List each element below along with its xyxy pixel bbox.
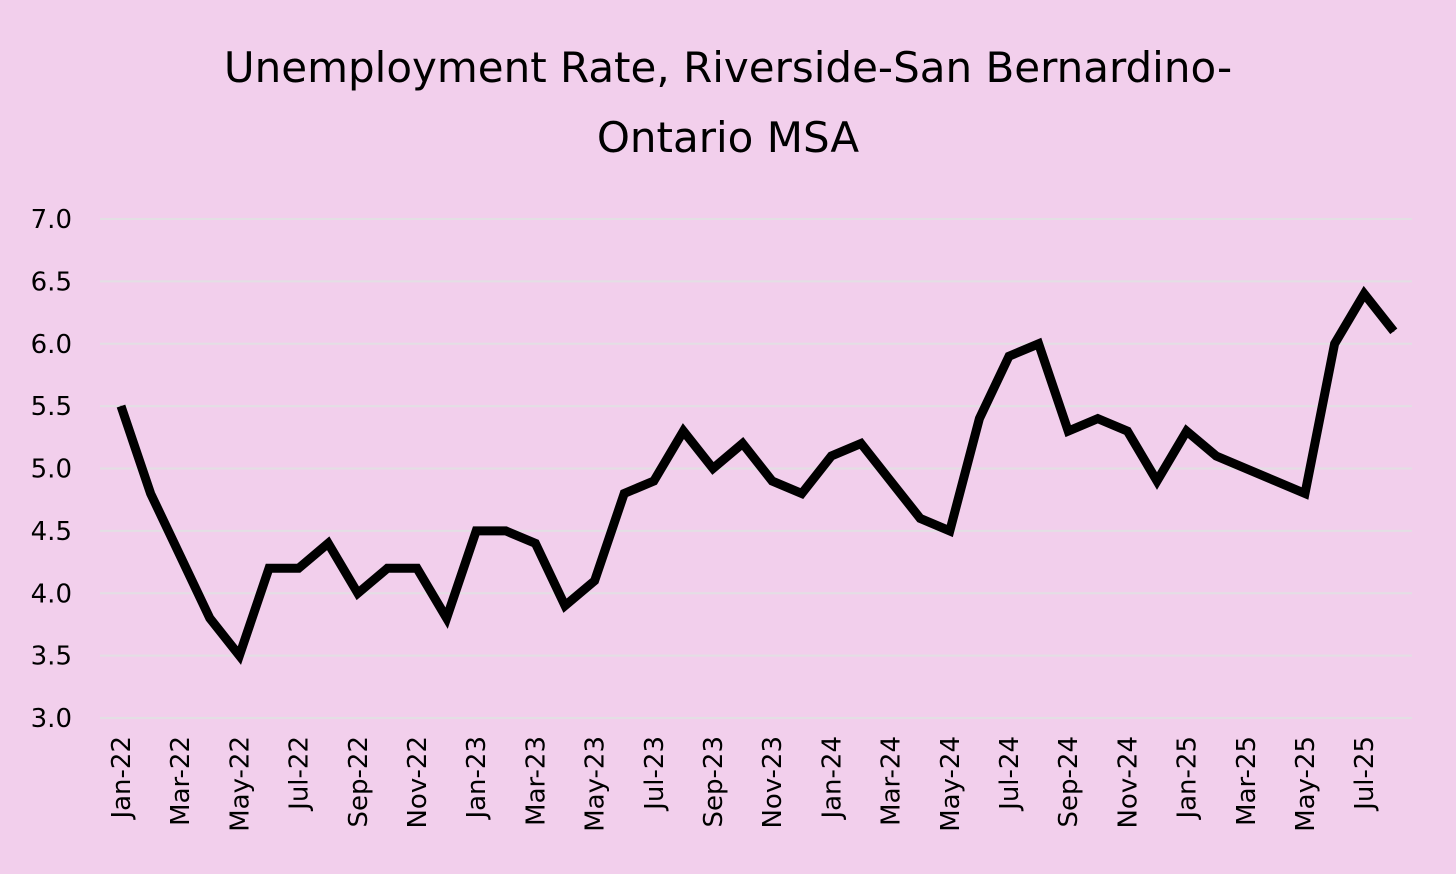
x-tick-label: Jan-22 <box>107 736 137 821</box>
data-point <box>1393 330 1395 332</box>
data-point <box>120 405 122 407</box>
data-point <box>1274 480 1276 482</box>
data-point <box>179 555 181 557</box>
data-point <box>978 418 980 420</box>
data-point <box>238 655 240 657</box>
data-point <box>623 492 625 494</box>
y-tick-label: 6.5 <box>31 267 72 297</box>
data-point <box>386 567 388 569</box>
y-tick-label: 4.0 <box>31 579 72 609</box>
data-point <box>860 443 862 445</box>
y-tick-label: 3.0 <box>31 704 72 734</box>
x-tick-label: Sep-22 <box>344 736 374 827</box>
data-point <box>653 480 655 482</box>
y-tick-label: 5.5 <box>31 392 72 422</box>
x-tick-label: Nov-24 <box>1113 736 1143 829</box>
data-point <box>742 443 744 445</box>
data-point <box>1097 418 1099 420</box>
y-axis-ticks: 3.0 3.5 4.0 4.5 5.0 5.5 6.0 6.5 7.0 <box>31 205 72 734</box>
data-point <box>1215 455 1217 457</box>
data-point <box>1038 343 1040 345</box>
x-tick-label: Nov-22 <box>403 736 433 829</box>
x-tick-label: Jul-22 <box>285 736 315 812</box>
data-point <box>357 592 359 594</box>
data-point <box>682 430 684 432</box>
chart-title-line-1: Unemployment Rate, Riverside-San Bernard… <box>224 43 1232 92</box>
data-point <box>446 617 448 619</box>
y-tick-label: 3.5 <box>31 642 72 672</box>
data-point <box>1186 430 1188 432</box>
data-point <box>564 605 566 607</box>
x-tick-label: Mar-23 <box>521 736 551 826</box>
x-tick-label: Jul-24 <box>995 736 1025 812</box>
data-point <box>298 567 300 569</box>
data-point <box>505 530 507 532</box>
y-tick-label: 7.0 <box>31 205 72 235</box>
data-point <box>890 480 892 482</box>
data-point <box>209 617 211 619</box>
x-tick-label: Nov-23 <box>758 736 788 829</box>
gridlines <box>100 218 1412 719</box>
data-point <box>1304 492 1306 494</box>
x-tick-label: Mar-25 <box>1232 736 1262 826</box>
data-point <box>1363 293 1365 295</box>
data-point <box>1156 480 1158 482</box>
data-point <box>1126 430 1128 432</box>
data-point <box>475 530 477 532</box>
data-point <box>534 542 536 544</box>
x-tick-label: May-22 <box>225 736 255 832</box>
series-group <box>116 285 1398 665</box>
x-axis-ticks: Jan-22 Mar-22 May-22 Jul-22 Sep-22 Nov-22 Jan-… <box>107 736 1380 832</box>
data-point <box>771 480 773 482</box>
data-point <box>1245 468 1247 469</box>
data-point <box>1008 355 1010 357</box>
x-tick-label: Mar-22 <box>166 736 196 826</box>
data-point <box>594 580 596 582</box>
data-point <box>1334 343 1336 345</box>
chart-title: Unemployment Rate, Riverside-San Bernard… <box>224 43 1232 162</box>
data-point <box>150 492 152 494</box>
data-point <box>416 567 418 569</box>
x-tick-label: May-23 <box>581 736 611 832</box>
x-tick-label: Sep-24 <box>1054 736 1084 827</box>
x-tick-label: Jan-24 <box>817 736 847 821</box>
x-tick-label: Sep-23 <box>699 736 729 827</box>
data-point <box>1067 430 1069 432</box>
x-tick-label: Jan-23 <box>462 736 492 821</box>
data-point <box>919 517 921 519</box>
y-tick-label: 5.0 <box>31 455 72 485</box>
chart-title-line-2: Ontario MSA <box>597 113 860 162</box>
x-tick-label: Jan-25 <box>1173 736 1203 821</box>
x-tick-label: May-24 <box>936 736 966 832</box>
x-tick-label: May-25 <box>1291 736 1321 832</box>
x-tick-label: Jul-25 <box>1350 736 1380 812</box>
y-tick-label: 6.0 <box>31 330 72 360</box>
data-point <box>830 455 832 457</box>
data-point <box>712 468 714 469</box>
data-point <box>949 530 951 532</box>
series-line <box>116 285 1398 665</box>
data-point <box>268 567 270 569</box>
x-tick-label: Jul-23 <box>640 736 670 812</box>
data-point <box>327 542 329 544</box>
data-point <box>801 492 803 494</box>
y-tick-label: 4.5 <box>31 517 72 547</box>
x-tick-label: Mar-24 <box>877 736 907 826</box>
